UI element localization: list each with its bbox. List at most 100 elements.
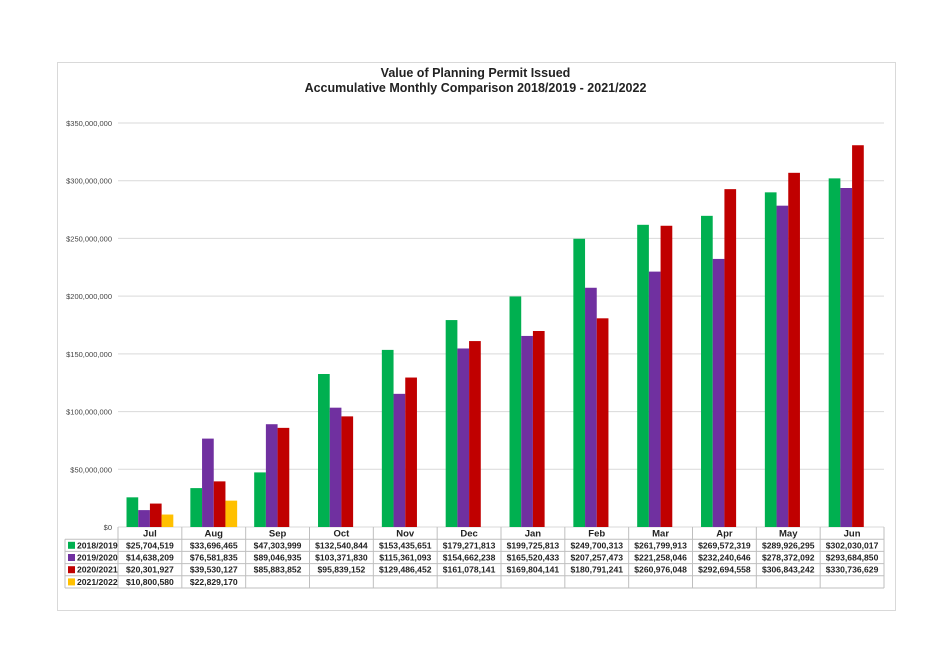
data-label: $180,791,241 [570,565,623,575]
data-label: $260,976,048 [634,565,687,575]
x-tick-label: Oct [333,529,350,540]
legend-entry: 2021/2022 [77,577,118,587]
data-label: $33,696,465 [190,540,238,550]
x-tick-label: Sep [269,529,287,540]
bar-2018-2019-aug [190,488,203,527]
data-label: $103,371,830 [315,553,368,563]
y-tick-label: $50,000,000 [70,465,112,474]
data-label: $199,725,813 [507,540,560,550]
bar-2019-2020-dec [457,348,470,527]
bar-2020-2021-jan [532,330,545,527]
data-label: $232,240,646 [698,553,751,563]
legend-swatch [68,541,75,549]
x-tick-label: May [779,529,798,540]
data-label: $25,704,519 [126,540,174,550]
y-tick-label: $0 [104,523,112,532]
data-label: $169,804,141 [507,565,560,575]
data-label: $132,540,844 [315,540,368,550]
data-label: $261,799,913 [634,540,687,550]
data-label: $39,530,127 [190,565,238,575]
data-label: $153,435,651 [379,540,432,550]
bar-2018-2019-jul [126,497,139,527]
bar-2019-2020-mar [648,271,661,527]
bar-2018-2019-oct [318,374,330,527]
data-label: $115,361,093 [379,553,431,563]
x-tick-label: Aug [205,529,224,540]
bar-2018-2019-jun [828,178,841,527]
chart-subtitle: Accumulative Monthly Comparison 2018/201… [304,81,647,95]
data-label: $76,581,835 [190,553,238,563]
bar-2020-2021-jun [852,145,864,528]
data-label: $289,926,295 [762,540,815,550]
bar-2020-2021-apr [724,189,737,527]
data-label: $161,078,141 [443,565,496,575]
x-tick-label: Dec [460,529,477,540]
bar-2019-2020-sep [265,424,278,527]
bar-2021-2022-aug [225,500,238,527]
x-tick-label: Jun [844,529,861,540]
data-label: $293,684,850 [826,553,879,563]
legend-swatch [68,578,75,586]
legend-entry: 2019/2020 [77,553,118,563]
bar-2020-2021-mar [660,225,673,527]
bar-2019-2020-feb [585,287,597,527]
x-tick-label: Jan [525,529,542,540]
data-label: $95,839,152 [318,565,366,575]
bar-2021-2022-jul [161,514,174,527]
bar-2018-2019-mar [637,224,649,527]
bar-2018-2019-apr [701,215,713,527]
data-label: $22,829,170 [190,577,238,587]
x-tick-label: Nov [396,529,415,540]
bar-2020-2021-sep [277,427,290,527]
x-tick-label: Jul [143,529,157,540]
data-label: $330,736,629 [826,565,879,575]
bar-2019-2020-apr [712,258,725,527]
data-label: $14,638,209 [126,553,174,563]
data-label: $302,030,017 [826,540,879,550]
bar-2019-2020-jul [138,510,150,527]
bar-2018-2019-feb [573,238,586,528]
y-tick-label: $200,000,000 [66,292,112,301]
bar-2019-2020-jun [840,188,853,527]
chart-title-block: Value of Planning Permit Issued Accumula… [57,66,894,96]
chart-title: Value of Planning Permit Issued [380,66,571,80]
bar-2018-2019-nov [381,349,394,527]
bar-2020-2021-aug [213,481,226,527]
bar-2020-2021-may [788,172,800,527]
data-label: $89,046,935 [254,553,302,563]
bar-2019-2020-may [776,205,789,527]
data-label: $292,694,558 [698,565,751,575]
legend-swatch [68,554,75,561]
bar-2019-2020-nov [393,393,406,527]
bar-2019-2020-oct [329,407,342,527]
data-label: $306,843,242 [762,565,815,575]
y-tick-label: $100,000,000 [66,408,112,417]
bar-2019-2020-jan [521,335,533,527]
y-tick-label: $300,000,000 [66,177,112,186]
bar-2020-2021-feb [596,318,609,527]
data-label: $269,572,319 [698,540,751,550]
bar-2020-2021-nov [405,377,417,527]
y-tick-label: $250,000,000 [66,234,112,243]
legend-swatch [68,566,75,574]
bar-2019-2020-aug [202,438,214,527]
x-tick-label: Mar [652,529,669,540]
data-label: $165,520,433 [507,553,560,563]
x-tick-label: Feb [588,529,605,540]
bar-2020-2021-oct [341,416,354,527]
bar-2018-2019-sep [254,472,266,527]
data-label: $249,700,313 [570,540,623,550]
data-label: $47,303,999 [254,540,302,550]
legend-entry: 2018/2019 [77,540,118,550]
y-tick-label: $150,000,000 [66,350,112,359]
data-label: $278,372,092 [762,553,815,563]
data-label: $154,662,238 [443,553,496,563]
legend-entry: 2020/2021 [77,565,118,575]
bar-2018-2019-jan [509,296,522,527]
data-label: $207,257,473 [570,553,623,563]
bar-2018-2019-may [764,192,777,527]
data-label: $20,301,927 [126,565,174,575]
data-label: $129,486,452 [379,565,432,575]
data-label: $221,258,046 [634,553,687,563]
